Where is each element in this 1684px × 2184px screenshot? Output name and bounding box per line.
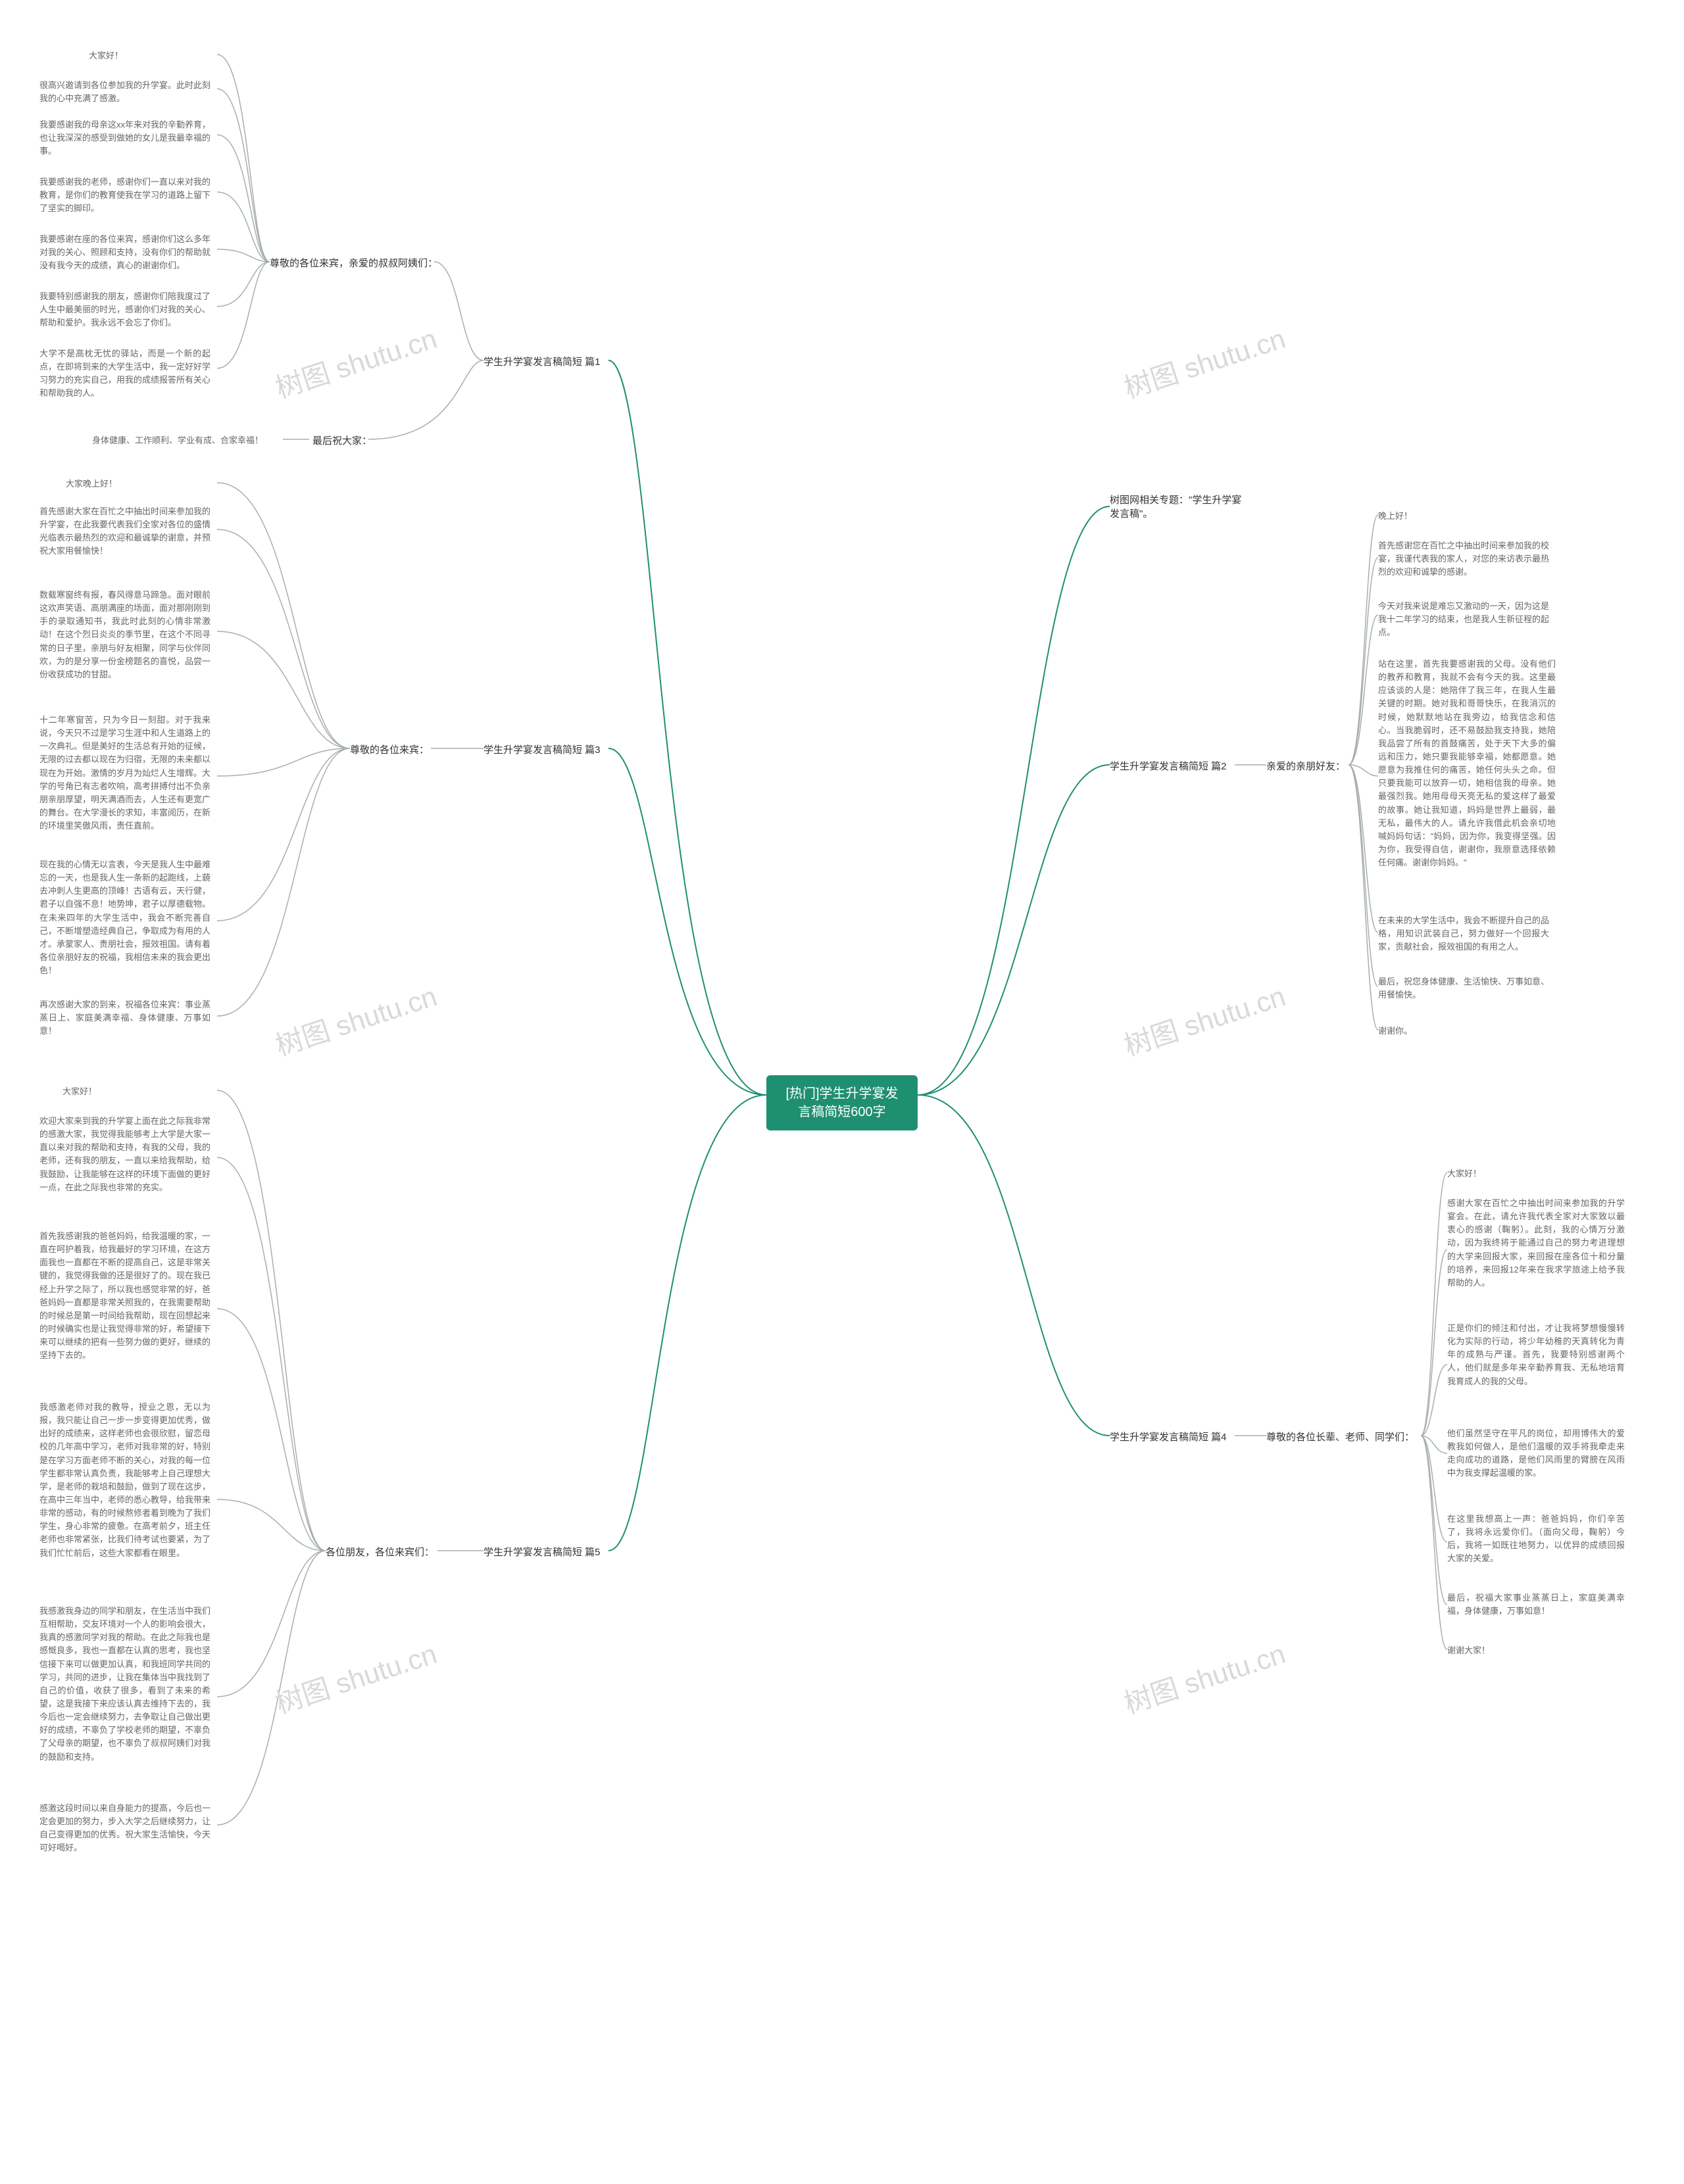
- leaf-b3-1: 首先感谢大家在百忙之中抽出时间来参加我的升学宴，在此我要代表我们全家对各位的盛情…: [39, 505, 210, 558]
- branch-brel[interactable]: 树图网相关专题："学生升学宴发言稿"。: [1110, 493, 1248, 521]
- sub-b1[interactable]: 尊敬的各位来宾，亲爱的叔叔阿姨们：: [270, 256, 437, 270]
- leaf-b4-0: 大家好！: [1447, 1167, 1481, 1180]
- sub-b4[interactable]: 尊敬的各位长辈、老师、同学们：: [1266, 1430, 1414, 1444]
- branch-b2[interactable]: 学生升学宴发言稿简短 篇2: [1110, 760, 1227, 773]
- leaf-b5-4: 我感激我身边的同学和朋友，在生活当中我们互相帮助，交友环境对一个人的影响会很大，…: [39, 1605, 210, 1764]
- watermark: 树图 shutu.cn: [270, 316, 441, 406]
- leaf-b2-4: 在未来的大学生活中，我会不断提升自己的品格，用知识武装自己，努力做好一个回报大家…: [1378, 914, 1549, 954]
- leaf-b1-7: 身体健康、工作顺利、学业有成、合家幸福！: [92, 434, 263, 447]
- leaf-b5-1: 欢迎大家来到我的升学宴上面在此之际我非常的感激大家，我觉得我能够考上大学是大家一…: [39, 1115, 210, 1194]
- leaf-b2-5: 最后，祝您身体健康、生活愉快、万事如意、用餐愉快。: [1378, 975, 1549, 1002]
- leaf-b4-2: 正是你们的倾注和付出，才让我将梦想慢慢转化为实际的行动，将少年幼稚的天真转化为青…: [1447, 1322, 1625, 1388]
- leaf-b1-0: 大家好！: [89, 49, 123, 62]
- sub-b3[interactable]: 尊敬的各位来宾：: [350, 743, 429, 757]
- mindmap-canvas: 树图 shutu.cn 树图 shutu.cn 树图 shutu.cn 树图 shut…: [0, 0, 1684, 2184]
- leaf-b4-5: 最后，祝福大家事业蒸蒸日上，家庭美满幸福，身体健康，万事如意！: [1447, 1591, 1625, 1618]
- sub-b2[interactable]: 亲爱的亲朋好友：: [1266, 760, 1345, 773]
- watermark: 树图 shutu.cn: [270, 1632, 441, 1722]
- leaf-b1-4: 我要感谢在座的各位来宾，感谢你们这么多年对我的关心、照顾和支持，没有你们的帮助就…: [39, 233, 210, 272]
- leaf-b5-0: 大家好！: [62, 1085, 97, 1098]
- watermark: 树图 shutu.cn: [1118, 316, 1290, 406]
- leaf-b2-1: 首先感谢您在百忙之中抽出时间来参加我的校宴，我谨代表我的家人，对您的来访表示最热…: [1378, 539, 1549, 579]
- leaf-b1-1: 很高兴邀请到各位参加我的升学宴。此时此刻我的心中充满了感激。: [39, 79, 210, 105]
- leaf-b3-2: 数载寒窗终有报，春风得意马蹄急。面对眼前这欢声笑语、高朋满座的场面，面对那刚刚到…: [39, 589, 210, 681]
- leaf-tail-b1-7: 最后祝大家：: [312, 434, 372, 448]
- leaf-b3-5: 再次感谢大家的到来，祝福各位来宾：事业蒸蒸日上、家庭美满幸福、身体健康、万事如意…: [39, 998, 210, 1038]
- watermark: 树图 shutu.cn: [1118, 974, 1290, 1064]
- leaf-b2-3: 站在这里，首先我要感谢我的父母。没有他们的教养和教育，我就不会有今天的我。这里最…: [1378, 658, 1556, 869]
- leaf-b4-6: 谢谢大家！: [1447, 1644, 1490, 1657]
- leaf-b2-6: 谢谢你。: [1378, 1025, 1412, 1038]
- branch-b1[interactable]: 学生升学宴发言稿简短 篇1: [483, 355, 601, 369]
- leaf-b3-3: 十二年寒窗苦，只为今日一刻甜。对于我来说，今天只不过是学习生涯中和人生道路上的一…: [39, 714, 210, 833]
- branch-b3[interactable]: 学生升学宴发言稿简短 篇3: [483, 743, 601, 757]
- leaf-b2-0: 晚上好！: [1378, 510, 1412, 523]
- leaf-b5-5: 感激这段时间以来自身能力的提高，今后也一定会更加的努力，步入大学之后继续努力，让…: [39, 1802, 210, 1855]
- sub-b5[interactable]: 各位朋友，各位来宾们：: [326, 1545, 434, 1559]
- root-node: [热门]学生升学宴发言稿简短600字: [766, 1075, 918, 1130]
- leaf-b1-3: 我要感谢我的老师，感谢你们一直以来对我的教育，是你们的教育使我在学习的道路上留下…: [39, 176, 210, 215]
- leaf-b5-2: 首先我感谢我的爸爸妈妈，给我温暖的家，一直在呵护着我，给我最好的学习环境，在这方…: [39, 1230, 210, 1362]
- branch-b4[interactable]: 学生升学宴发言稿简短 篇4: [1110, 1430, 1227, 1444]
- leaf-b5-3: 我感激老师对我的教导，授业之恩，无以为报，我只能让自己一步一步变得更加优秀，做出…: [39, 1401, 210, 1560]
- leaf-b4-1: 感谢大家在百忙之中抽出时间来参加我的升学宴会。在此，请允许我代表全家对大家致以最…: [1447, 1197, 1625, 1290]
- leaf-b4-4: 在这里我想高上一声：爸爸妈妈，你们辛苦了，我将永远爱你们。（面向父母，鞠躬）今后…: [1447, 1513, 1625, 1566]
- leaf-b1-2: 我要感谢我的母亲这xx年来对我的辛勤养育，也让我深深的感受到做她的女儿是我最幸福…: [39, 118, 210, 158]
- leaf-b1-5: 我要特别感谢我的朋友，感谢你们陪我度过了人生中最美丽的时光，感谢你们对我的关心、…: [39, 290, 210, 329]
- leaf-b3-0: 大家晚上好！: [66, 477, 117, 491]
- leaf-b3-4: 现在我的心情无以言表，今天是我人生中最难忘的一天，也是我人生一条新的起跑线，上藐…: [39, 858, 210, 977]
- branch-b5[interactable]: 学生升学宴发言稿简短 篇5: [483, 1545, 601, 1559]
- leaf-b2-2: 今天对我来说是难忘又激动的一天，因为这是我十二年学习的结束，也是我人生新征程的起…: [1378, 600, 1549, 639]
- watermark: 树图 shutu.cn: [270, 974, 441, 1064]
- leaf-b4-3: 他们虽然坚守在平凡的岗位，却用博伟大的爱教我如何做人，是他们温暖的双手将我牵走来…: [1447, 1427, 1625, 1480]
- leaf-b1-6: 大学不是高枕无忧的驿站，而是一个新的起点，在即将到来的大学生活中，我一定好好学习…: [39, 347, 210, 400]
- watermark: 树图 shutu.cn: [1118, 1632, 1290, 1722]
